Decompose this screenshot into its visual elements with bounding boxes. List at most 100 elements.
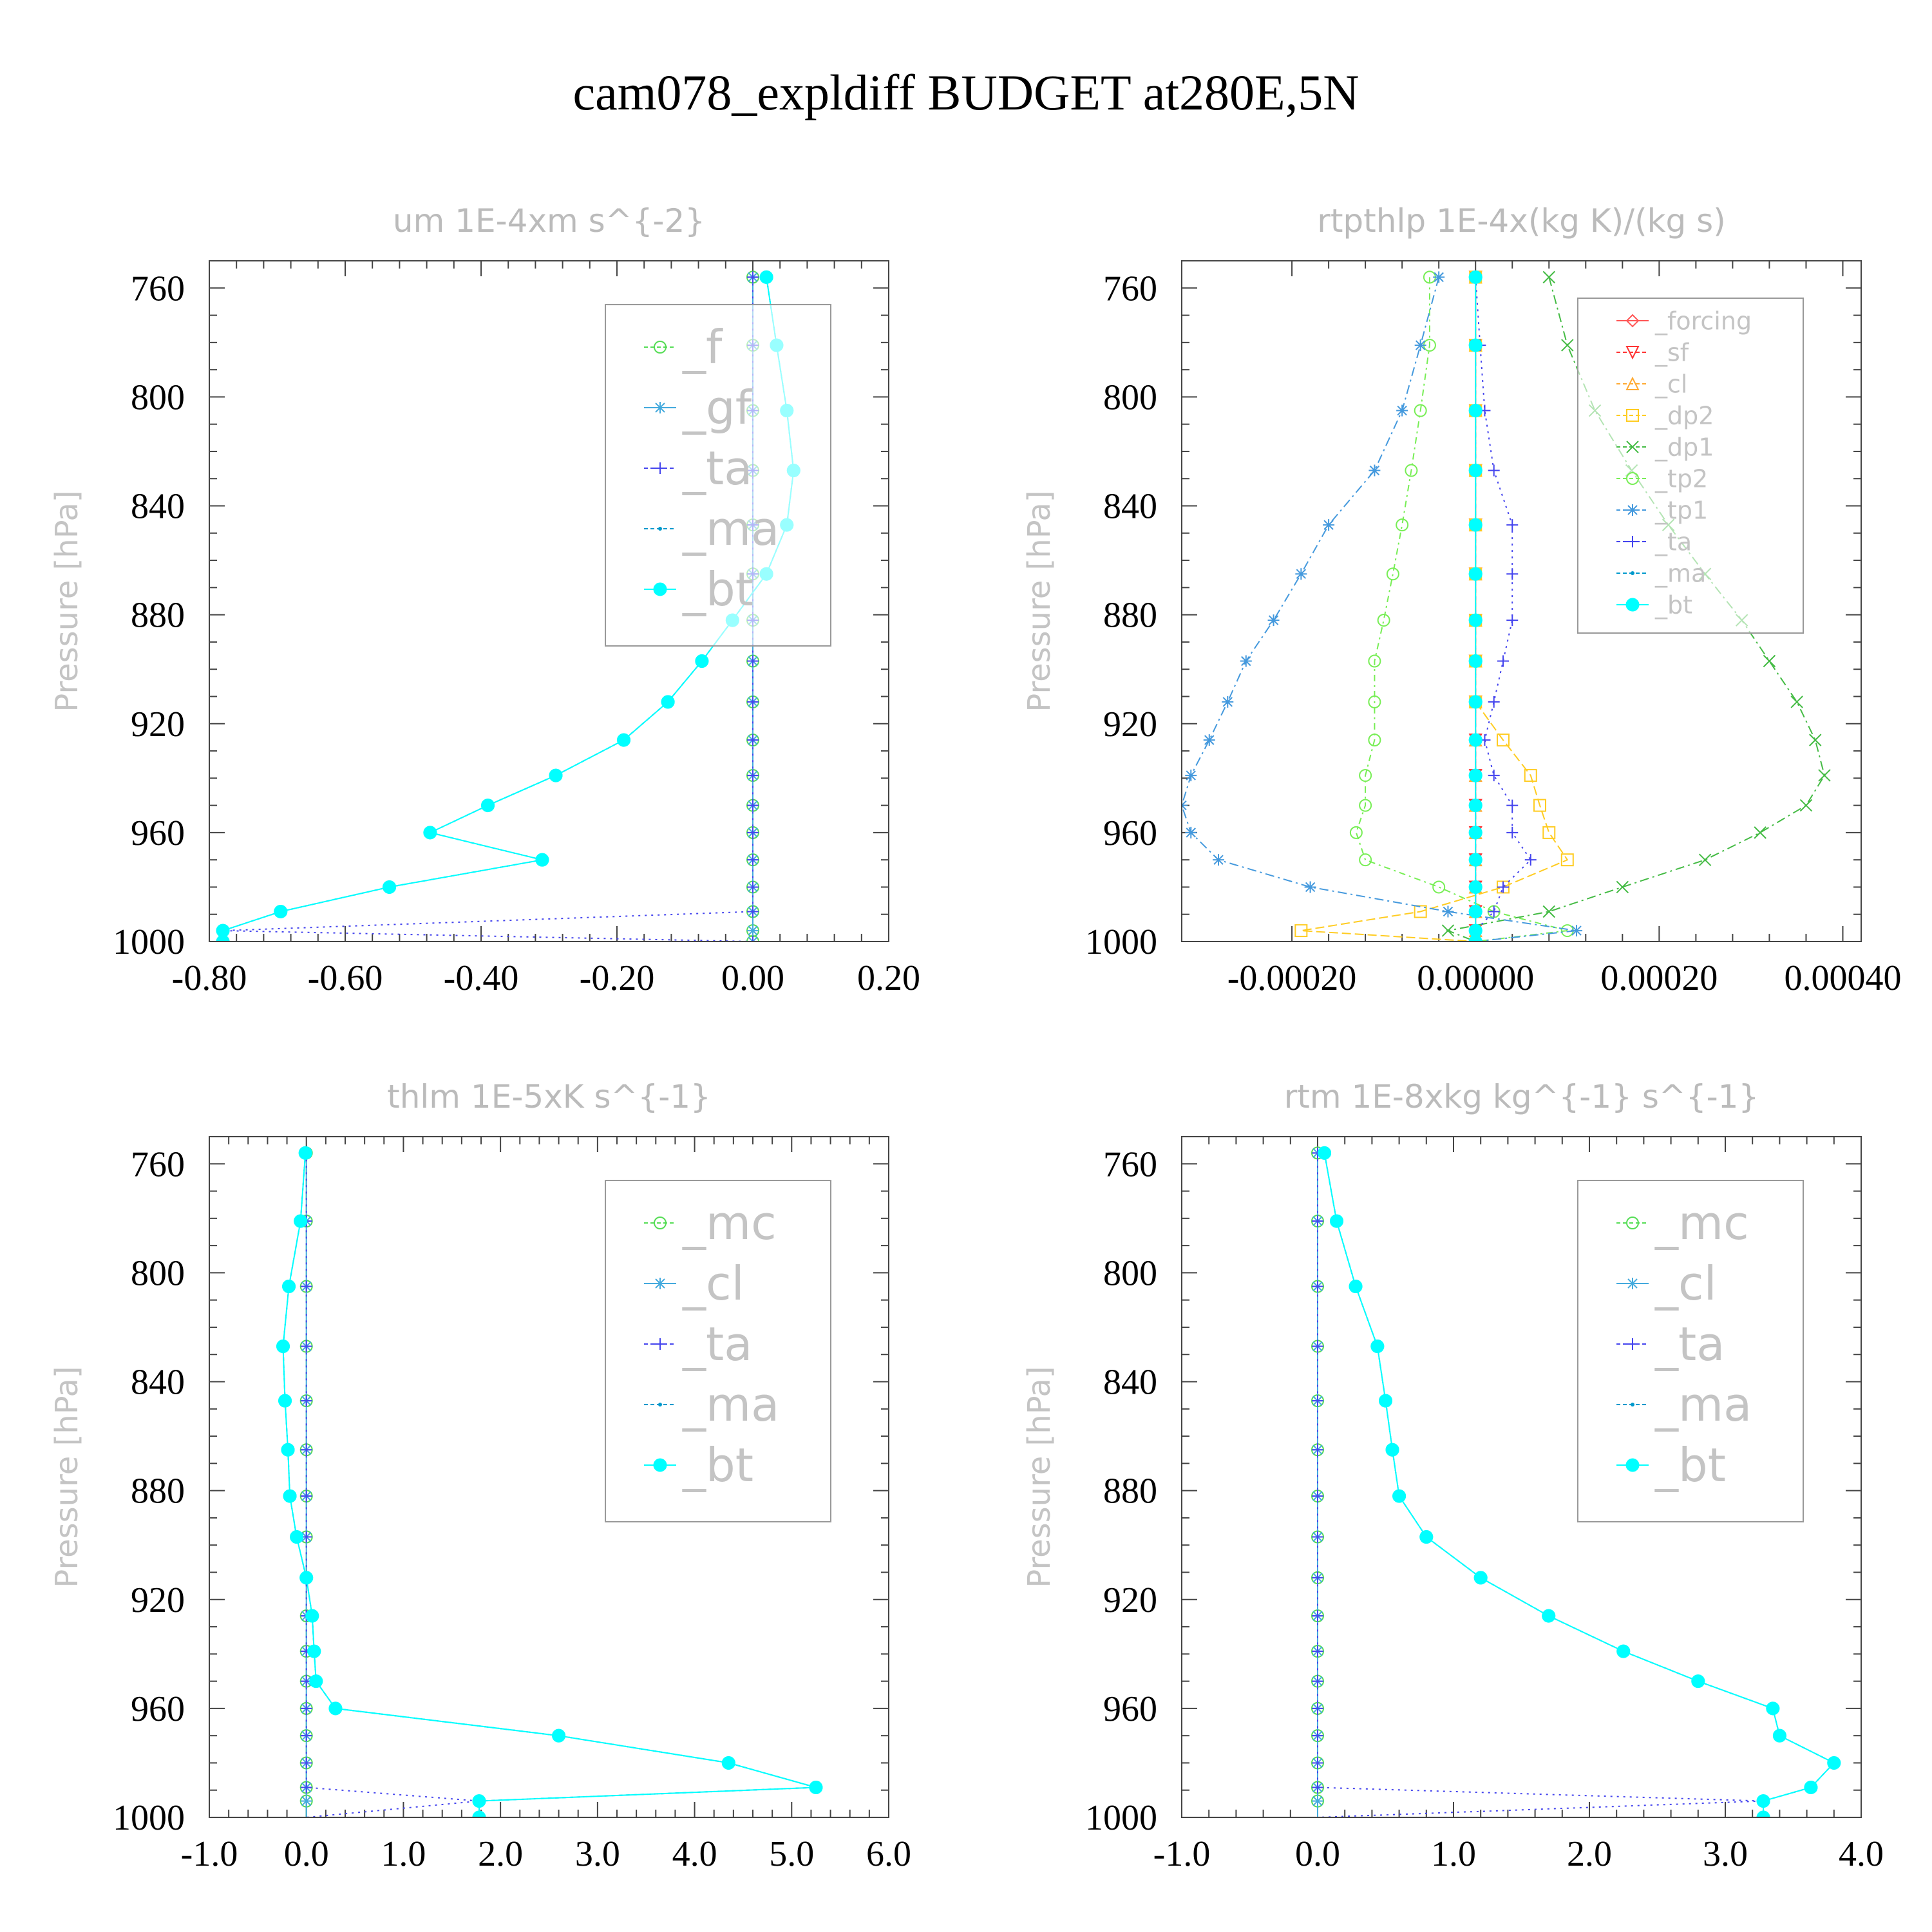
data-point — [1542, 1609, 1556, 1623]
legend-label: _ta — [682, 441, 752, 495]
data-point — [1414, 339, 1426, 352]
data-point — [1312, 1444, 1323, 1456]
series-line — [1475, 277, 1532, 942]
data-point — [1468, 338, 1482, 352]
y-tick-label: 880 — [1103, 596, 1157, 636]
plot-area — [276, 1146, 823, 1817]
x-tick-label: -0.20 — [580, 958, 655, 998]
data-point — [1790, 696, 1803, 708]
data-point — [1756, 1810, 1770, 1817]
data-point — [1818, 769, 1831, 782]
legend-marker — [1626, 472, 1639, 485]
legend-label: _bt — [1654, 1438, 1726, 1492]
data-point — [1414, 905, 1427, 918]
data-point — [1396, 404, 1408, 417]
data-point — [1312, 1675, 1323, 1687]
y-tick-label: 760 — [1103, 269, 1157, 308]
data-point — [1304, 881, 1316, 893]
data-point — [747, 936, 759, 942]
legend-item: _ta — [644, 1317, 752, 1371]
legend-marker — [658, 1403, 662, 1406]
data-point — [300, 1795, 312, 1807]
legend: _mc _cl _ta _ma _bt — [1577, 1180, 1804, 1522]
data-point — [1468, 799, 1482, 813]
data-point — [309, 1674, 323, 1689]
legend-marker — [654, 1278, 666, 1289]
y-tick-label: 1000 — [113, 922, 185, 962]
y-tick-label: 920 — [131, 1580, 185, 1620]
data-point — [747, 770, 759, 782]
legend-item: _cl — [1616, 1256, 1717, 1311]
legend-label: _dp1 — [1654, 433, 1714, 461]
x-tick-label: 0.20 — [857, 958, 920, 998]
data-point — [1616, 880, 1629, 894]
legend-box — [1577, 1180, 1804, 1522]
series-ta — [300, 1147, 485, 1817]
legend-box — [1577, 298, 1804, 634]
y-tick-label: 800 — [131, 1253, 185, 1293]
data-point — [1468, 768, 1482, 782]
y-axis-label: Pressure [hPa] — [1021, 490, 1057, 712]
data-point — [1349, 826, 1363, 839]
legend-label: _bt — [682, 1438, 753, 1492]
data-point — [1318, 1146, 1332, 1160]
data-point — [472, 1810, 486, 1817]
legend-item: _forcing — [1616, 307, 1752, 335]
panel-title: um 1E-4xm s^{-2} — [393, 202, 705, 240]
plot-frame — [1181, 1136, 1862, 1818]
data-point — [300, 1490, 312, 1502]
legend-label: _cl — [1654, 370, 1687, 398]
data-point — [535, 853, 549, 867]
legend-marker — [1627, 536, 1638, 547]
x-tick-label: 2.0 — [478, 1834, 523, 1874]
series-line — [1301, 277, 1569, 942]
y-tick-label: 880 — [131, 1472, 185, 1511]
data-point — [1506, 519, 1519, 531]
x-tick-label: -0.80 — [172, 958, 247, 998]
data-point — [1433, 271, 1445, 283]
legend: _forcing _sf _cl _dp2 _dp1 _tp2 _tp1 _ta _ma _bt — [1577, 298, 1804, 634]
y-tick-label: 920 — [131, 705, 185, 744]
data-point — [294, 1214, 308, 1228]
data-point — [1468, 853, 1482, 867]
data-point — [1312, 1730, 1323, 1742]
data-point — [1506, 826, 1519, 838]
data-point — [481, 799, 495, 813]
data-point — [1468, 270, 1482, 284]
data-point — [300, 1444, 312, 1456]
legend-label: _cl — [682, 1256, 744, 1311]
data-point — [305, 1609, 319, 1623]
legend-label: _tp1 — [1654, 496, 1708, 524]
data-point — [1468, 934, 1482, 942]
legend-item: _f — [644, 320, 723, 374]
data-point — [1827, 1756, 1841, 1770]
x-tick-label: 4.0 — [672, 1834, 717, 1874]
legend-item: _ta — [1616, 1317, 1725, 1371]
figure-title: cam078_expldiff BUDGET at280E,5N — [573, 64, 1359, 120]
data-point — [1185, 826, 1197, 838]
data-point — [1542, 905, 1555, 918]
data-point — [1312, 1571, 1323, 1584]
data-point — [298, 1146, 312, 1160]
y-tick-label: 840 — [131, 487, 185, 527]
data-point — [1349, 1280, 1363, 1294]
y-axis-label: Pressure [hPa] — [49, 490, 85, 712]
legend-marker — [1625, 376, 1640, 390]
data-point — [1312, 1645, 1323, 1658]
data-point — [1524, 769, 1537, 782]
data-point — [1804, 1780, 1818, 1794]
plot-frame — [1181, 260, 1862, 942]
legend-item: _bt — [1616, 1438, 1726, 1492]
data-point — [747, 925, 759, 937]
series-bt — [1468, 270, 1482, 942]
legend-label: _ma — [682, 1378, 779, 1432]
data-point — [1392, 1489, 1406, 1503]
y-tick-label: 800 — [1103, 1253, 1157, 1293]
y-tick-label: 960 — [131, 813, 185, 853]
data-point — [1772, 1728, 1786, 1743]
y-tick-label: 960 — [131, 1689, 185, 1729]
legend-label: _ta — [1654, 527, 1692, 556]
data-point — [1312, 1395, 1323, 1407]
x-tick-label: 1.0 — [1431, 1834, 1476, 1874]
data-point — [274, 904, 288, 918]
